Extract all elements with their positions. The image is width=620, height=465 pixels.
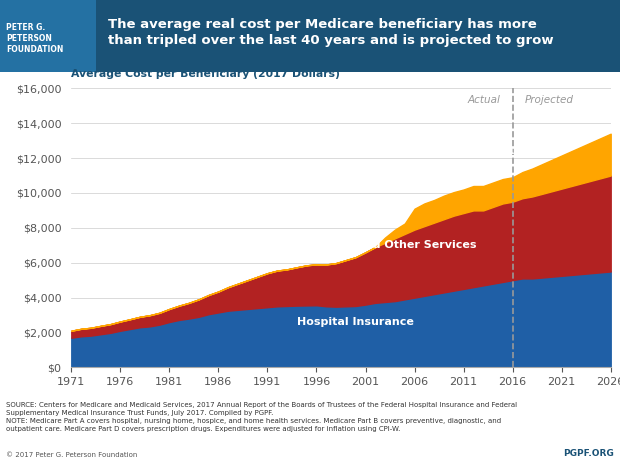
FancyBboxPatch shape — [0, 0, 96, 72]
Text: Physician and Other Services: Physician and Other Services — [294, 240, 476, 250]
Text: The average real cost per Medicare beneficiary has more
than tripled over the la: The average real cost per Medicare benef… — [108, 18, 554, 47]
FancyBboxPatch shape — [0, 0, 620, 72]
Text: Actual: Actual — [468, 95, 501, 106]
Text: Average Cost per Beneficiary (2017 Dollars): Average Cost per Beneficiary (2017 Dolla… — [71, 69, 340, 79]
Text: Hospital Insurance: Hospital Insurance — [297, 317, 414, 327]
Text: PETER G.
PETERSON
FOUNDATION: PETER G. PETERSON FOUNDATION — [6, 23, 64, 54]
Text: Projected: Projected — [525, 95, 574, 106]
Text: PGPF.ORG: PGPF.ORG — [563, 449, 614, 458]
Text: © 2017 Peter G. Peterson Foundation: © 2017 Peter G. Peterson Foundation — [6, 452, 138, 458]
Text: SOURCE: Centers for Medicare and Medicaid Services, 2017 Annual Report of the Bo: SOURCE: Centers for Medicare and Medicai… — [6, 402, 517, 432]
Text: Prescription Drugs: Prescription Drugs — [415, 146, 532, 156]
